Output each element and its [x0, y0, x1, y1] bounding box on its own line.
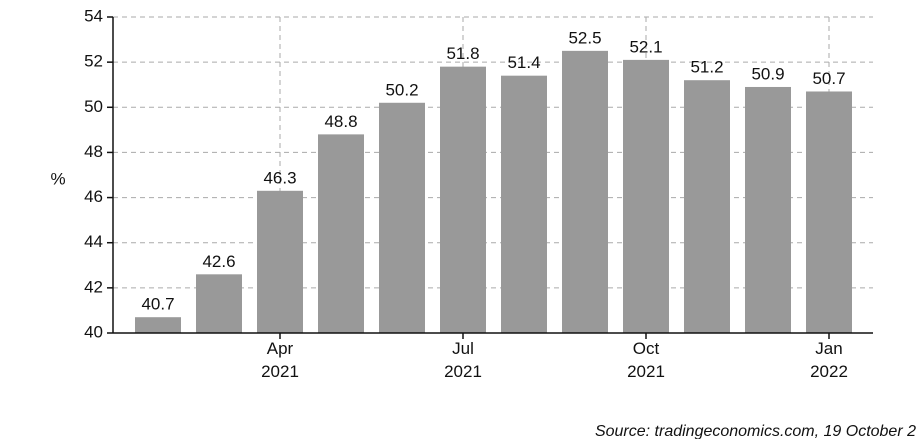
- bar: [135, 317, 181, 333]
- data-label: 51.8: [446, 44, 479, 63]
- x-tick-label: Jul 2021: [444, 339, 482, 381]
- bar: [501, 75, 547, 333]
- data-label: 50.9: [751, 64, 784, 83]
- bar: [745, 86, 791, 333]
- data-label: 51.4: [507, 53, 540, 72]
- y-tick-label: 46: [84, 187, 103, 206]
- data-label: 46.3: [263, 168, 296, 187]
- bar: [440, 66, 486, 334]
- x-tick-label: Apr 2021: [261, 339, 299, 381]
- y-tick-label: 48: [84, 142, 103, 161]
- data-label: 52.5: [568, 28, 601, 47]
- data-label: 50.7: [812, 69, 845, 88]
- bar: [257, 190, 303, 333]
- bar: [684, 80, 730, 333]
- bar: [379, 102, 425, 334]
- data-label: 42.6: [202, 252, 235, 271]
- data-label: 50.2: [385, 80, 418, 99]
- bar: [318, 134, 364, 333]
- bar: [623, 59, 669, 334]
- y-tick-label: 44: [84, 232, 103, 251]
- y-axis-label: %: [50, 169, 65, 188]
- data-label: 51.2: [690, 58, 723, 77]
- bar: [562, 50, 608, 333]
- y-tick-label: 50: [84, 97, 103, 116]
- data-label: 52.1: [629, 37, 662, 56]
- y-tick-label: 52: [84, 52, 103, 71]
- y-tick-label: 54: [84, 6, 103, 25]
- y-tick-label: 42: [84, 277, 103, 296]
- data-label: 48.8: [324, 112, 357, 131]
- x-tick-label: Oct 2021: [627, 339, 665, 381]
- x-tick-label: Jan 2022: [810, 339, 848, 381]
- bar: [806, 91, 852, 333]
- bar: [196, 274, 242, 333]
- y-tick-label: 40: [84, 322, 103, 341]
- data-label: 40.7: [141, 295, 174, 314]
- source-note: Source: tradingeconomics.com, 19 October…: [595, 423, 916, 439]
